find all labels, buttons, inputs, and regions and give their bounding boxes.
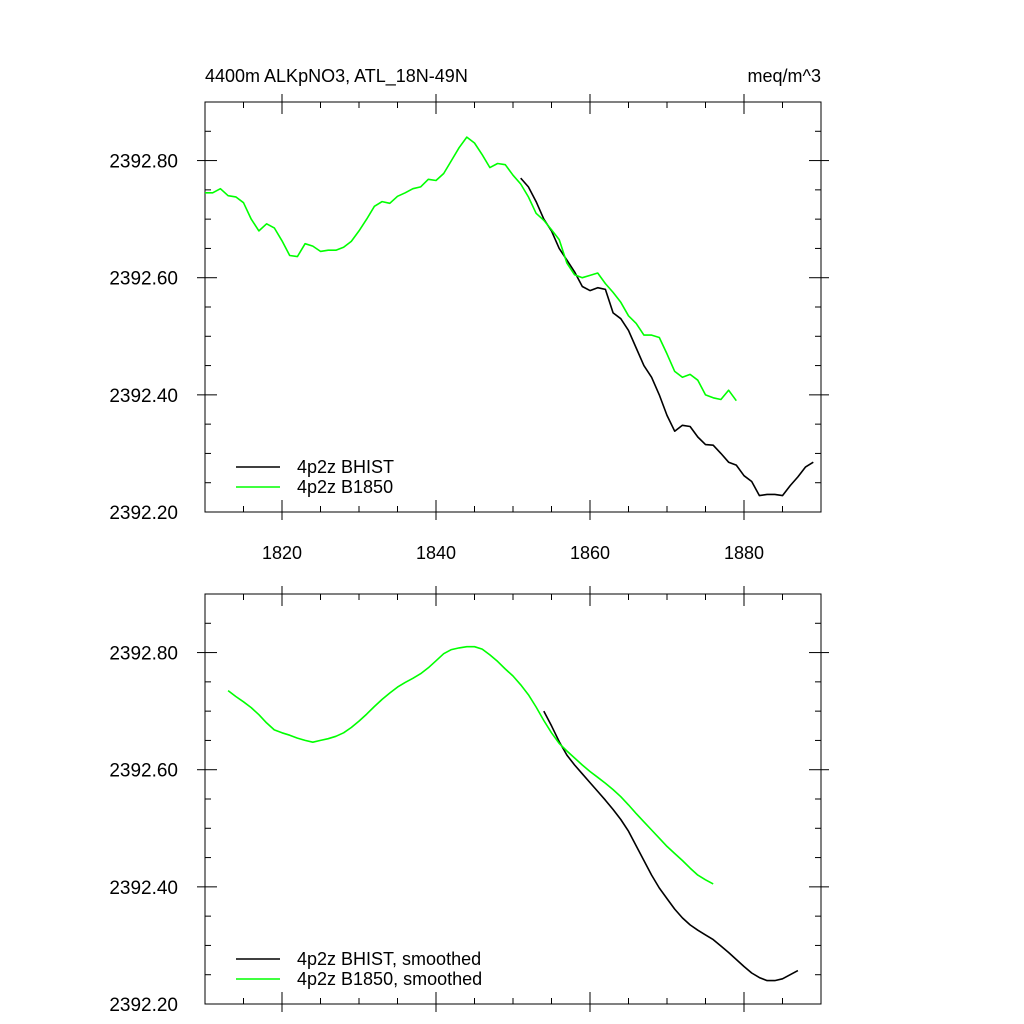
bottom-y-tick-label: 2392.20 xyxy=(109,995,178,1016)
bottom-plot-frame xyxy=(204,593,822,1005)
top-y-tick-label: 2392.20 xyxy=(109,503,178,524)
top-series-line-bhist xyxy=(520,177,814,497)
top-x-tick-label: 1820 xyxy=(262,543,302,563)
top-x-tick-label: 1860 xyxy=(570,543,610,563)
bottom-y-tick-label: 2392.80 xyxy=(109,644,178,665)
top-legend-label: 4p2z B1850 xyxy=(297,477,393,497)
top-series-line-b1850 xyxy=(205,136,737,402)
top-y-tick-label: 2392.40 xyxy=(109,386,178,407)
top-x-tick-label: 1840 xyxy=(416,543,456,563)
top-panel: 1820 1840 1860 1880 2392.20 2392.40 2392.60 239… xyxy=(109,94,829,563)
bottom-legend-label: 4p2z B1850, smoothed xyxy=(297,969,482,989)
top-y-tick-label: 2392.60 xyxy=(109,269,178,290)
bottom-y-tick-label: 2392.40 xyxy=(109,878,178,899)
top-y-tick-label: 2392.80 xyxy=(109,152,178,173)
bottom-legend-label: 4p2z BHIST, smoothed xyxy=(297,949,481,969)
top-x-tick-label: 1880 xyxy=(724,543,764,563)
bottom-y-tick-label: 2392.60 xyxy=(109,761,178,782)
chart-title: 4400m ALKpNO3, ATL_18N-49N xyxy=(205,66,468,87)
bottom-series-line-b1850 xyxy=(227,645,714,885)
top-plot-frame xyxy=(204,101,822,513)
bottom-series-line-bhist xyxy=(543,710,799,982)
top-legend-label: 4p2z BHIST xyxy=(297,457,394,477)
units-label: meq/m^3 xyxy=(748,66,821,86)
bottom-panel: 2392.20 2392.40 2392.60 2392.80 4p2z BHIST, … xyxy=(109,586,829,1016)
